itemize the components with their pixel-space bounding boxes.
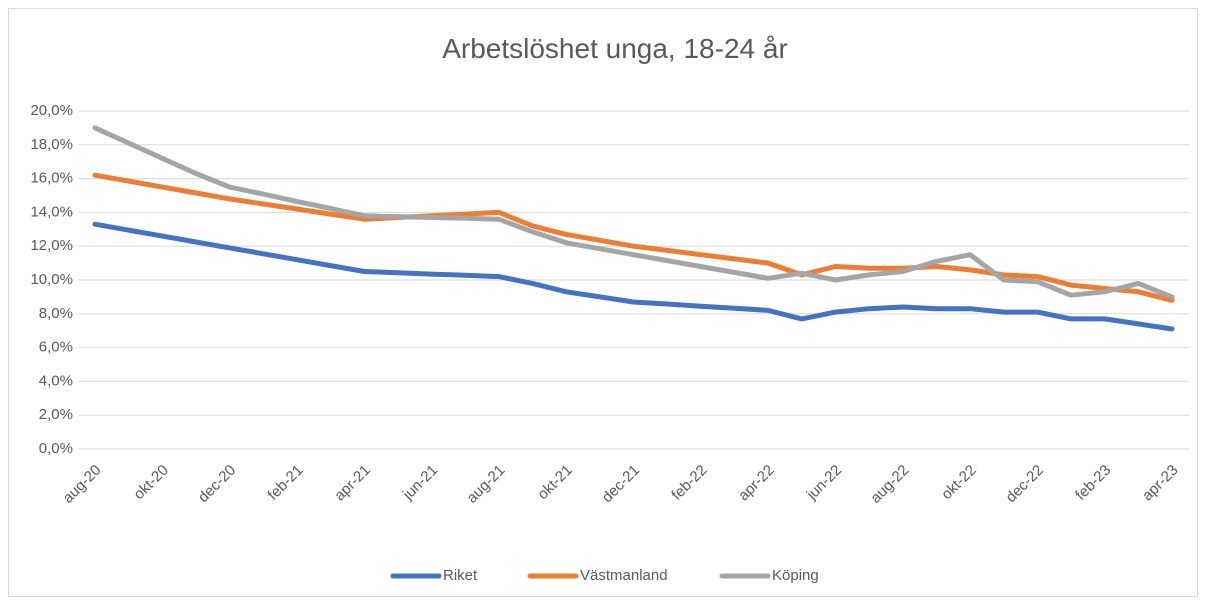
- legend-label: Köping: [772, 567, 819, 584]
- y-tick-label: 14,0%: [30, 203, 73, 220]
- series-line: [92, 125, 1175, 300]
- y-tick-label: 8,0%: [39, 305, 73, 322]
- y-tick-label: 20,0%: [30, 102, 73, 119]
- y-tick-label: 2,0%: [39, 406, 73, 423]
- y-tick-label: 10,0%: [30, 271, 73, 288]
- series-line: [92, 221, 1175, 332]
- y-tick-label: 16,0%: [30, 170, 73, 187]
- y-tick-label: 18,0%: [30, 136, 73, 153]
- y-tick-label: 4,0%: [39, 372, 73, 389]
- legend-label: Riket: [443, 567, 478, 584]
- chart-border: [8, 8, 1198, 597]
- legend-label: Västmanland: [580, 567, 668, 584]
- y-tick-label: 0,0%: [39, 440, 73, 457]
- y-tick-label: 12,0%: [30, 237, 73, 254]
- y-tick-label: 6,0%: [39, 339, 73, 356]
- chart-title: Arbetslöshet unga, 18-24 år: [442, 33, 788, 64]
